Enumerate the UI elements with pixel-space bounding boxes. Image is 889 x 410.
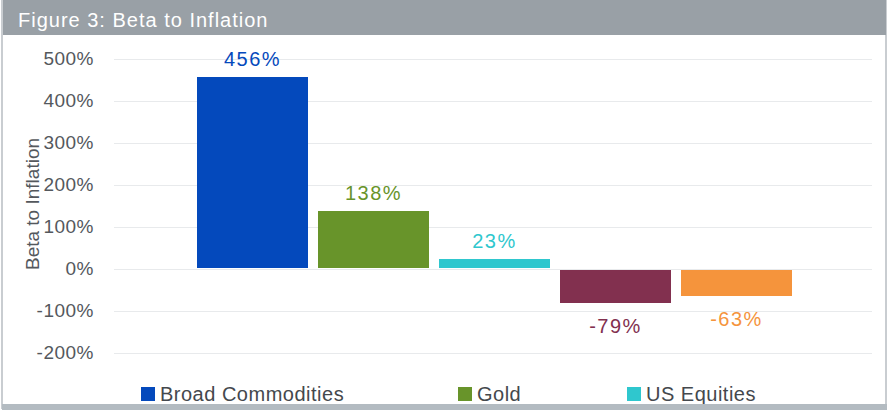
data-label: -79%: [546, 315, 686, 337]
data-label: 138%: [304, 182, 444, 204]
legend-swatch: [627, 387, 641, 401]
y-tick-label: 300%: [0, 132, 94, 154]
data-label: -63%: [667, 308, 807, 330]
y-tick-label: -100%: [0, 300, 94, 322]
data-label: 23%: [425, 230, 565, 252]
legend-swatch: [141, 387, 155, 401]
bar-us-equities: [439, 259, 550, 269]
legend-label: Gold: [477, 383, 521, 406]
y-tick-label: 200%: [0, 174, 94, 196]
gridline: [114, 353, 872, 354]
legend-label: Broad Commodities: [160, 383, 344, 406]
legend-item-broad-commodities: Broad Commodities: [141, 386, 344, 402]
figure-frame: [1, 0, 887, 409]
bar-series-5: [681, 270, 792, 296]
bar-broad-commodities: [197, 77, 308, 269]
bar-series-4: [560, 270, 671, 303]
legend-item-gold: Gold: [458, 386, 521, 402]
data-label: 456%: [183, 48, 323, 70]
legend-item-us-equities: US Equities: [627, 386, 756, 402]
y-tick-label: 400%: [0, 90, 94, 112]
y-tick-label: 0%: [0, 258, 94, 280]
bar-gold: [318, 211, 429, 269]
y-tick-label: 500%: [0, 48, 94, 70]
y-tick-label: 100%: [0, 216, 94, 238]
next-section-bar: [2, 404, 887, 410]
figure-title-bar: Figure 3: Beta to Inflation: [3, 0, 886, 35]
y-axis-title: Beta to Inflation: [22, 138, 44, 270]
legend-label: US Equities: [646, 383, 756, 406]
legend-swatch: [458, 387, 472, 401]
figure-title: Figure 3: Beta to Inflation: [18, 9, 268, 32]
y-tick-label: -200%: [0, 342, 94, 364]
figure: Figure 3: Beta to Inflation 500% 400% 300%…: [0, 0, 889, 410]
